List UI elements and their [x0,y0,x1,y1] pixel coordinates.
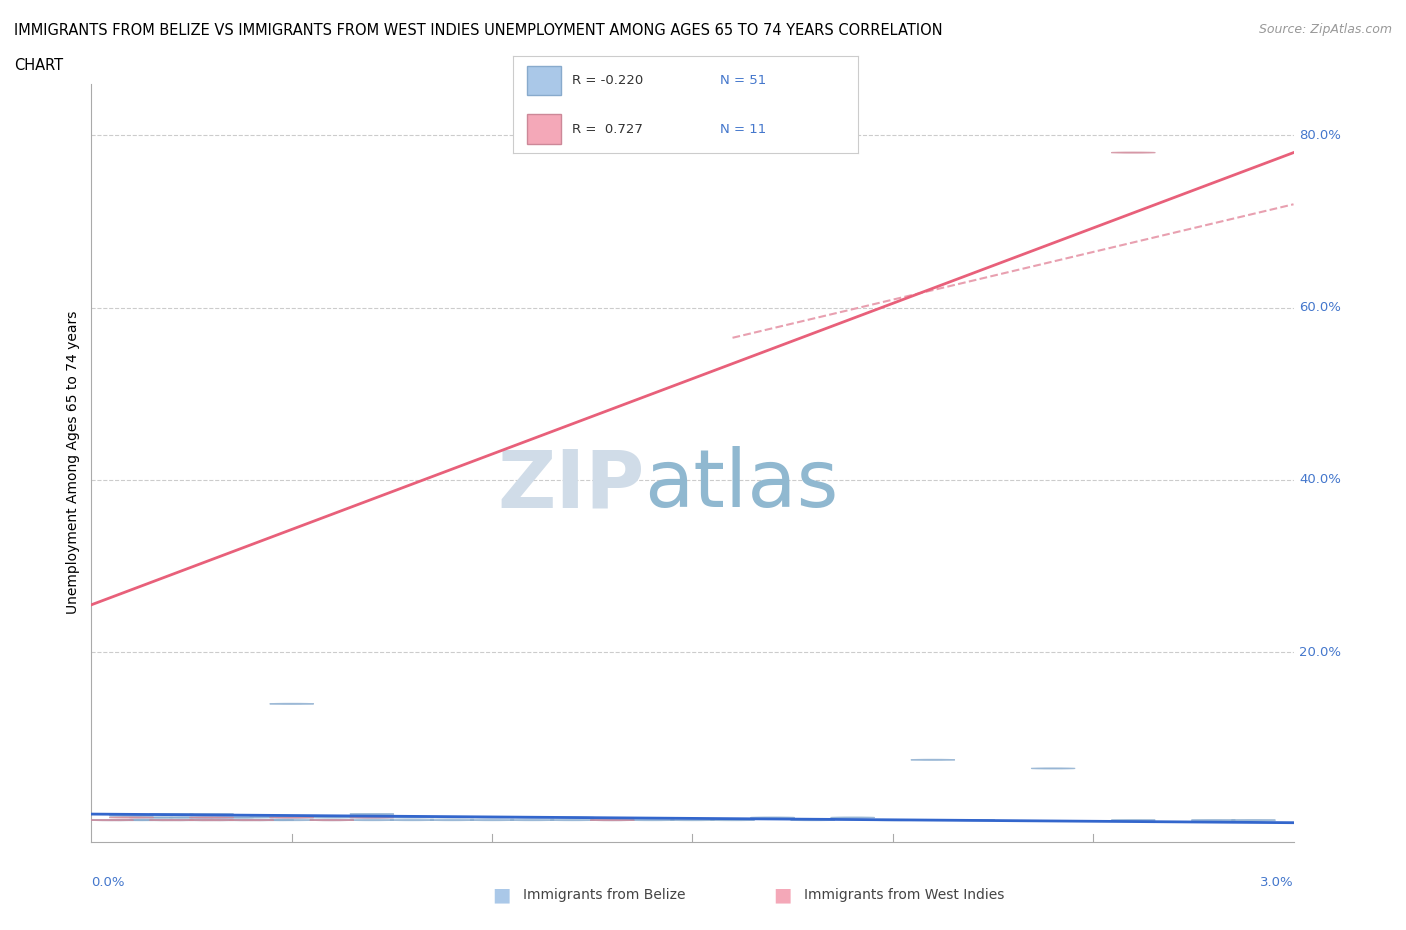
Circle shape [110,819,153,820]
Circle shape [149,819,194,820]
Circle shape [170,817,214,818]
Circle shape [190,817,233,818]
Circle shape [671,819,714,820]
Text: CHART: CHART [14,58,63,73]
Circle shape [470,817,515,818]
Bar [527,66,561,95]
Text: Immigrants from West Indies: Immigrants from West Indies [804,887,1005,902]
Circle shape [90,819,134,820]
Text: N = 51: N = 51 [720,73,766,86]
Circle shape [389,817,434,818]
Circle shape [470,819,515,820]
Circle shape [1232,819,1275,820]
Circle shape [510,817,554,818]
Circle shape [831,817,875,818]
Circle shape [129,817,173,818]
Text: Immigrants from Belize: Immigrants from Belize [523,887,686,902]
Circle shape [630,819,675,820]
Text: atlas: atlas [644,446,839,525]
Circle shape [190,819,233,820]
Text: ■: ■ [492,885,510,904]
Circle shape [190,817,233,818]
Text: 60.0%: 60.0% [1299,301,1341,314]
Circle shape [149,817,194,818]
Circle shape [1111,819,1156,820]
Circle shape [309,819,354,820]
Circle shape [149,814,194,815]
Circle shape [190,814,233,815]
Circle shape [229,817,274,818]
Text: IMMIGRANTS FROM BELIZE VS IMMIGRANTS FROM WEST INDIES UNEMPLOYMENT AMONG AGES 65: IMMIGRANTS FROM BELIZE VS IMMIGRANTS FRO… [14,23,942,38]
Circle shape [270,817,314,818]
Circle shape [1191,819,1236,820]
Circle shape [870,819,915,820]
Text: 20.0%: 20.0% [1299,645,1341,658]
Circle shape [209,819,253,820]
Text: 80.0%: 80.0% [1299,129,1341,142]
Y-axis label: Unemployment Among Ages 65 to 74 years: Unemployment Among Ages 65 to 74 years [66,311,80,615]
Circle shape [170,819,214,820]
Circle shape [430,817,474,818]
Text: Source: ZipAtlas.com: Source: ZipAtlas.com [1258,23,1392,36]
Circle shape [710,819,755,820]
Circle shape [270,817,314,818]
Text: 40.0%: 40.0% [1299,473,1341,486]
Circle shape [309,819,354,820]
Circle shape [350,817,394,818]
Circle shape [591,819,634,820]
Circle shape [751,817,794,818]
Circle shape [190,819,233,820]
Circle shape [110,816,153,817]
Circle shape [389,819,434,820]
Circle shape [550,817,595,818]
Text: 0.0%: 0.0% [91,876,125,889]
Circle shape [790,819,835,820]
Circle shape [270,819,314,820]
Circle shape [550,819,595,820]
Circle shape [950,819,995,820]
Text: N = 11: N = 11 [720,123,766,136]
Text: R = -0.220: R = -0.220 [572,73,643,86]
Text: 3.0%: 3.0% [1260,876,1294,889]
Circle shape [129,819,173,820]
Circle shape [209,817,253,818]
Circle shape [229,819,274,820]
Bar [527,114,561,144]
Circle shape [510,819,554,820]
Text: ZIP: ZIP [498,446,644,525]
Circle shape [430,819,474,820]
Circle shape [90,819,134,820]
Circle shape [250,816,294,817]
Circle shape [911,760,955,761]
Circle shape [350,814,394,815]
Text: R =  0.727: R = 0.727 [572,123,643,136]
Circle shape [110,817,153,818]
Circle shape [309,817,354,818]
Circle shape [591,819,634,820]
Circle shape [149,819,194,820]
Circle shape [350,819,394,820]
Circle shape [250,819,294,820]
Circle shape [350,817,394,818]
Circle shape [229,819,274,820]
Text: ■: ■ [773,885,792,904]
Circle shape [270,703,314,704]
Circle shape [1031,768,1076,769]
